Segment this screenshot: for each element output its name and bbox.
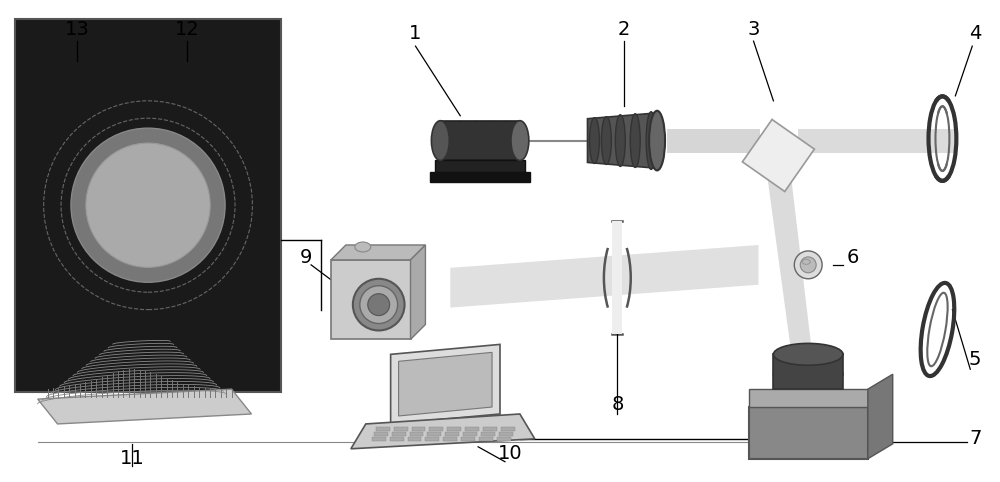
Polygon shape: [331, 260, 411, 339]
Text: 6: 6: [847, 248, 859, 268]
Polygon shape: [766, 171, 818, 404]
Polygon shape: [587, 113, 659, 168]
Text: 7: 7: [969, 429, 981, 448]
Bar: [15, 19, 281, 392]
Text: 12: 12: [174, 20, 199, 39]
Polygon shape: [425, 437, 439, 441]
Polygon shape: [749, 389, 868, 407]
Polygon shape: [461, 437, 475, 441]
Polygon shape: [411, 245, 425, 339]
Ellipse shape: [630, 114, 640, 167]
Bar: [435, 161, 525, 173]
Text: 11: 11: [120, 449, 145, 468]
Text: 8: 8: [611, 395, 624, 414]
Polygon shape: [394, 427, 408, 431]
Ellipse shape: [353, 279, 405, 331]
Polygon shape: [868, 374, 893, 459]
Text: 9: 9: [300, 248, 312, 268]
Text: 1: 1: [409, 24, 422, 43]
Polygon shape: [499, 432, 513, 436]
Polygon shape: [497, 437, 511, 441]
Polygon shape: [427, 432, 441, 436]
Ellipse shape: [794, 251, 822, 279]
Text: 2: 2: [618, 20, 630, 39]
Polygon shape: [443, 437, 457, 441]
Polygon shape: [612, 221, 622, 335]
Bar: [440, 120, 520, 161]
Polygon shape: [749, 407, 868, 459]
Ellipse shape: [511, 120, 529, 161]
Text: 3: 3: [747, 20, 760, 39]
Bar: [430, 173, 530, 182]
Ellipse shape: [431, 120, 449, 161]
Text: 4: 4: [969, 24, 981, 43]
Ellipse shape: [589, 118, 599, 163]
Text: 10: 10: [498, 444, 522, 463]
Ellipse shape: [360, 286, 398, 323]
Polygon shape: [372, 437, 386, 441]
Polygon shape: [481, 432, 495, 436]
Polygon shape: [351, 414, 535, 449]
Ellipse shape: [86, 143, 210, 268]
Ellipse shape: [773, 363, 843, 385]
Ellipse shape: [649, 111, 665, 171]
Polygon shape: [376, 427, 390, 431]
Polygon shape: [38, 389, 251, 424]
Polygon shape: [450, 245, 759, 308]
Polygon shape: [798, 129, 957, 152]
Ellipse shape: [71, 128, 225, 282]
Polygon shape: [445, 432, 459, 436]
Text: 5: 5: [969, 350, 981, 369]
Polygon shape: [429, 427, 443, 431]
Polygon shape: [667, 129, 760, 152]
Ellipse shape: [773, 343, 843, 365]
Polygon shape: [447, 427, 461, 431]
Bar: [773, 354, 843, 389]
Polygon shape: [392, 432, 406, 436]
Polygon shape: [479, 437, 493, 441]
Polygon shape: [399, 352, 492, 416]
Ellipse shape: [615, 115, 625, 166]
Text: 13: 13: [65, 20, 90, 39]
Polygon shape: [465, 427, 479, 431]
Polygon shape: [501, 427, 515, 431]
Polygon shape: [390, 437, 404, 441]
Polygon shape: [410, 432, 423, 436]
Ellipse shape: [800, 257, 816, 273]
Polygon shape: [331, 245, 425, 260]
Ellipse shape: [368, 294, 390, 316]
Polygon shape: [391, 345, 500, 424]
Polygon shape: [742, 120, 814, 191]
Ellipse shape: [355, 242, 371, 252]
Polygon shape: [412, 427, 425, 431]
Polygon shape: [463, 432, 477, 436]
Ellipse shape: [601, 117, 611, 164]
Ellipse shape: [646, 112, 656, 169]
Polygon shape: [374, 432, 388, 436]
Polygon shape: [408, 437, 421, 441]
Polygon shape: [483, 427, 497, 431]
